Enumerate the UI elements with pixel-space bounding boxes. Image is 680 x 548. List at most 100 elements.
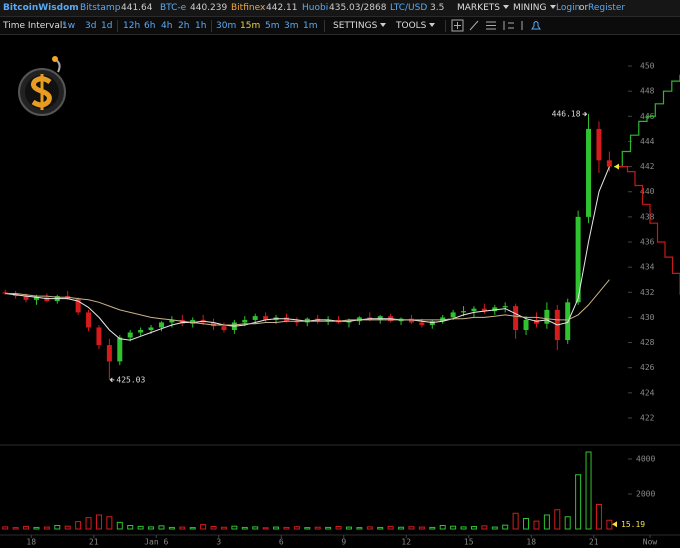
volume-bar	[283, 526, 290, 530]
volume-bar	[95, 514, 102, 530]
separator	[211, 20, 212, 32]
candle-body	[533, 319, 539, 324]
interval[interactable]: 1d	[101, 21, 113, 31]
candle-body	[263, 316, 269, 320]
volume-bar	[220, 526, 227, 530]
volume-bar	[325, 526, 332, 530]
interval[interactable]: 12h	[123, 21, 141, 31]
candle-body	[544, 309, 550, 324]
candle-body	[179, 319, 185, 324]
candle-body	[148, 327, 154, 330]
depth-bids	[620, 166, 680, 295]
interval[interactable]: 3d	[85, 21, 97, 31]
volume-bar	[252, 526, 259, 530]
ticker-price: 441.64	[121, 3, 153, 13]
volume-bar	[64, 525, 71, 530]
ticker-price: 440.239	[190, 3, 228, 13]
volume-bar	[564, 516, 571, 530]
volume-bar	[75, 521, 82, 530]
volume-bar	[304, 527, 311, 530]
y-tick-label: 434	[640, 263, 655, 272]
login-link[interactable]: Login	[556, 3, 581, 13]
y-tick-label: 442	[640, 162, 655, 171]
volume-bar	[481, 525, 488, 530]
interval[interactable]: 5m	[265, 21, 280, 31]
interval[interactable]: 1h	[195, 21, 207, 31]
candle-body	[252, 316, 258, 320]
volume-bar	[491, 526, 498, 530]
candle-body	[419, 322, 425, 325]
interval[interactable]: 2h	[178, 21, 190, 31]
interval[interactable]: 6h	[144, 21, 156, 31]
volume-bar	[387, 525, 394, 530]
candle-body	[481, 308, 487, 312]
volume-bar	[179, 526, 186, 530]
volume-bar	[429, 526, 436, 530]
candle-body	[461, 311, 467, 313]
candle-body	[471, 308, 477, 312]
volume-bar	[262, 527, 269, 530]
x-tick-label: 3	[216, 538, 221, 547]
or-text: or	[579, 3, 589, 13]
x-tick-label: 18	[526, 538, 536, 547]
volume-bar	[533, 520, 540, 530]
volume-bar	[2, 526, 9, 530]
candle-body	[450, 312, 456, 318]
candle-body	[96, 327, 102, 346]
tool-icons[interactable]	[450, 19, 550, 33]
moving-average	[5, 279, 610, 326]
volume-bar	[189, 527, 196, 530]
interval[interactable]: 3m	[284, 21, 299, 31]
volume-bar	[595, 504, 602, 530]
volume-bar	[408, 526, 415, 530]
menu[interactable]: TOOLS	[396, 20, 436, 32]
volume-bar	[23, 525, 30, 530]
ticker-name[interactable]: Huobi	[302, 3, 329, 13]
y-tick-label: 448	[640, 87, 655, 96]
volume-bar	[377, 526, 384, 530]
y-tick-label: 436	[640, 238, 655, 247]
volume-bar	[439, 525, 446, 530]
volume-bar	[231, 525, 238, 530]
volume-bar	[158, 525, 165, 530]
interval[interactable]: 1m	[303, 21, 318, 31]
x-tick-label: 15	[464, 538, 474, 547]
register-link[interactable]: Register	[588, 3, 626, 13]
interval[interactable]: 4h	[161, 21, 173, 31]
volume-bar	[293, 526, 300, 530]
x-tick-label: 21	[89, 538, 99, 547]
candle-body	[33, 297, 39, 300]
interval[interactable]: 15m	[240, 21, 261, 31]
menu[interactable]: MINING	[513, 2, 556, 14]
candle-body	[325, 319, 331, 322]
menu[interactable]: SETTINGS	[333, 20, 387, 32]
separator	[117, 20, 118, 32]
high-annotation: 446.18	[552, 110, 581, 119]
x-tick-label: Now	[643, 538, 658, 547]
ticker-name[interactable]: BTC-e	[160, 3, 187, 13]
ticker-name[interactable]: Bitstamp	[80, 3, 121, 13]
candle-body	[304, 318, 310, 323]
ticker-name[interactable]: Bitfinex	[231, 3, 266, 13]
y-tick-label: 422	[640, 413, 655, 422]
candle-body	[106, 345, 112, 362]
interval[interactable]: 30m	[216, 21, 237, 31]
candle-body	[117, 337, 123, 362]
candle-body	[169, 319, 175, 323]
candle-body	[211, 322, 217, 327]
y-tick-label: 424	[640, 388, 655, 397]
menu[interactable]: MARKETS	[457, 2, 509, 14]
candle-body	[492, 307, 498, 312]
y-tick-label: 432	[640, 288, 655, 297]
logo[interactable]: BitcoinWisdom	[3, 3, 79, 13]
menu-label: MINING	[513, 3, 547, 13]
volume-bar	[85, 517, 92, 530]
volume-bar	[273, 526, 280, 530]
menu-label: SETTINGS	[333, 21, 378, 31]
interval[interactable]: 1w	[62, 21, 76, 31]
ticker-name[interactable]: LTC/USD	[390, 3, 428, 13]
candle-body	[523, 319, 529, 330]
low-annotation: 425.03	[116, 375, 145, 384]
toolbar: Time Interval: 1w 3d 1d 12h 6h 4h 2h 1h …	[0, 17, 680, 35]
